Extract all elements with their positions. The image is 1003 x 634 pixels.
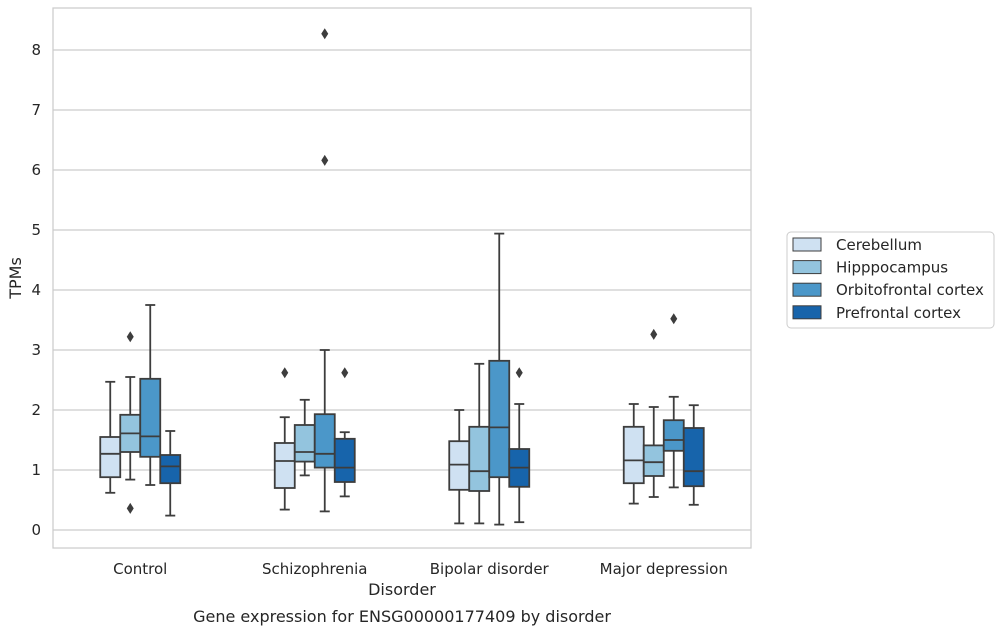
y-tick-label: 2: [31, 401, 41, 419]
legend-swatch: [792, 282, 822, 297]
outlier-marker: [670, 313, 678, 325]
chart-caption: Gene expression for ENSG00000177409 by d…: [193, 607, 611, 626]
y-tick-label: 0: [31, 521, 41, 539]
legend-swatch: [792, 305, 822, 320]
y-axis-label: TPMs: [6, 257, 25, 300]
y-tick-labels: 0 1 2 3 4 5 6 7 8: [31, 41, 41, 539]
x-tick-labels: Control Schizophrenia Bipolar disorder Majo…: [113, 560, 728, 578]
x-tick-label: Control: [113, 560, 167, 578]
legend-label: Hipppocampus: [836, 259, 948, 277]
legend-swatch: [792, 237, 822, 252]
outlier-marker: [341, 367, 349, 379]
box: [273, 442, 296, 489]
y-tick-label: 1: [31, 461, 41, 479]
outlier-marker: [650, 328, 658, 340]
box: [642, 444, 665, 477]
box: [313, 413, 336, 469]
y-tick-label: 8: [31, 41, 41, 59]
outlier-marker: [126, 331, 134, 343]
box: [293, 424, 316, 463]
box: [622, 425, 645, 485]
plot-area-frame: [52, 7, 752, 549]
legend-label: Prefrontal cortex: [836, 304, 961, 322]
x-tick-label: Schizophrenia: [262, 560, 367, 578]
legend-label: Orbitofrontal cortex: [836, 281, 984, 299]
x-tick-label: Major depression: [600, 560, 728, 578]
outlier-marker: [321, 28, 329, 40]
box: [139, 377, 162, 458]
outlier-marker: [126, 502, 134, 514]
series-prefrontal-cortex: [159, 367, 705, 524]
legend: Cerebellum Hipppocampus Orbitofrontal cort…: [786, 231, 995, 329]
series-cerebellum: [99, 367, 645, 525]
series-hipppocampus: [119, 328, 665, 525]
box: [488, 359, 511, 479]
series-orbitofrontal-cortex: [139, 28, 685, 526]
box: [468, 425, 491, 492]
y-tick-label: 7: [31, 101, 41, 119]
box: [682, 427, 705, 488]
outlier-marker: [321, 154, 329, 166]
y-tick-label: 4: [31, 281, 41, 299]
y-tick-label: 3: [31, 341, 41, 359]
box: [662, 419, 685, 452]
legend-label: Cerebellum: [836, 236, 922, 254]
outlier-marker: [281, 367, 289, 379]
box: [99, 436, 122, 479]
box-series: [99, 28, 705, 526]
y-tick-label: 5: [31, 221, 41, 239]
box: [159, 454, 182, 485]
x-axis-label: Disorder: [368, 580, 436, 599]
x-tick-label: Bipolar disorder: [430, 560, 550, 578]
box: [333, 437, 356, 483]
legend-swatch: [792, 260, 822, 275]
legend-frame: [786, 231, 995, 329]
y-tick-label: 6: [31, 161, 41, 179]
outlier-marker: [515, 367, 523, 379]
